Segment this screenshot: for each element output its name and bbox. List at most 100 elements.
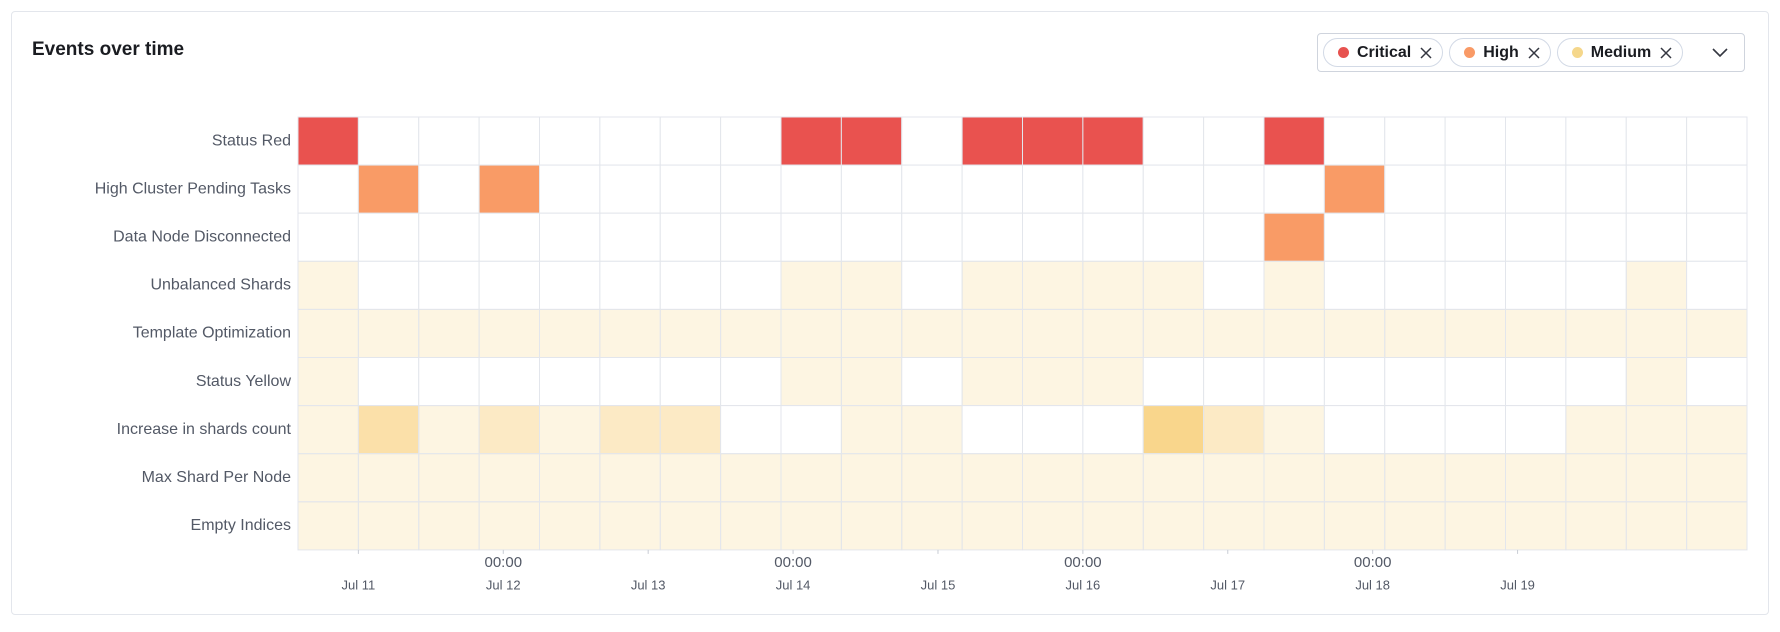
x-tick-label: Jul 11 <box>342 577 376 592</box>
heatmap-cell <box>1384 260 1446 310</box>
heatmap-cell <box>780 453 842 503</box>
heatmap-cell <box>1444 164 1506 214</box>
heatmap-cell <box>1323 260 1386 310</box>
heatmap-cell <box>1505 501 1567 551</box>
heatmap-cell <box>840 405 903 455</box>
legend-chip[interactable]: Medium <box>1556 38 1684 67</box>
heatmap-cell <box>478 405 540 455</box>
heatmap-cell <box>1142 405 1205 455</box>
heatmap-cell <box>539 116 601 166</box>
legend-dot <box>1338 47 1349 58</box>
remove-icon[interactable] <box>1527 46 1541 60</box>
legend-label: Medium <box>1590 43 1652 61</box>
heatmap-cell <box>1142 501 1205 551</box>
heatmap-cell <box>297 164 359 214</box>
heatmap-cell <box>539 308 601 358</box>
heatmap-cell <box>720 260 782 310</box>
heatmap-cell <box>1505 357 1567 407</box>
heatmap-cell <box>539 405 601 455</box>
heatmap-cell <box>961 405 1023 455</box>
remove-icon[interactable] <box>1419 46 1433 60</box>
heatmap-cell <box>1022 308 1084 358</box>
heatmap-cell <box>1022 501 1084 551</box>
heatmap-cell <box>840 501 903 551</box>
heatmap-cell <box>961 164 1023 214</box>
heatmap-cell <box>901 260 963 310</box>
heatmap-cell <box>1323 116 1386 166</box>
heatmap-cell <box>1384 501 1446 551</box>
heatmap-cell <box>1323 405 1386 455</box>
heatmap-cell <box>840 308 903 358</box>
heatmap-cell <box>1203 116 1265 166</box>
heatmap-cell <box>599 308 661 358</box>
heatmap-cell <box>1022 357 1084 407</box>
heatmap-cell <box>780 164 842 214</box>
heatmap-cell <box>1625 260 1688 310</box>
heatmap-cell <box>720 405 782 455</box>
heatmap-cell <box>1323 453 1386 503</box>
heatmap-cell <box>961 116 1023 166</box>
heatmap-cell <box>840 260 903 310</box>
heatmap-cell <box>1384 357 1446 407</box>
heatmap-cell <box>418 260 480 310</box>
heatmap-cell <box>418 501 480 551</box>
heatmap-cell <box>1686 501 1748 551</box>
heatmap-cell <box>1686 405 1748 455</box>
heatmap-cell <box>1565 501 1627 551</box>
x-tick-label: Jul 19 <box>1500 577 1535 592</box>
x-tick-label: Jul 17 <box>1210 577 1245 592</box>
heatmap-cell <box>1565 116 1627 166</box>
heatmap-cell <box>1686 308 1748 358</box>
heatmap-cell <box>1263 453 1325 503</box>
heatmap-cell <box>1384 116 1446 166</box>
heatmap-cell <box>599 116 661 166</box>
x-time-label: 00:00 <box>1064 554 1102 571</box>
heatmap-cell <box>357 260 420 310</box>
heatmap-cell <box>1625 501 1688 551</box>
x-tick-label: Jul 12 <box>486 577 521 592</box>
heatmap-cell <box>1444 405 1506 455</box>
heatmap-cell <box>1082 212 1144 262</box>
heatmap-cell <box>720 501 782 551</box>
legend-chip[interactable]: High <box>1449 38 1551 67</box>
row-label: Empty Indices <box>191 517 291 534</box>
legend-dot <box>1464 47 1476 58</box>
heatmap-cell <box>478 501 540 551</box>
heatmap-cell <box>1022 164 1084 214</box>
heatmap-cell <box>1263 501 1325 551</box>
heatmap-cell <box>1686 453 1748 503</box>
x-tick-label: Jul 16 <box>1066 577 1101 592</box>
heatmap-cell <box>659 212 722 262</box>
heatmap-cell <box>1625 405 1688 455</box>
heatmap-cell <box>1444 357 1506 407</box>
heatmap-cell <box>1384 405 1446 455</box>
x-time-label: 00:00 <box>1354 554 1392 571</box>
legend-chip[interactable]: Critical <box>1323 38 1444 67</box>
heatmap-cell <box>418 308 480 358</box>
remove-icon[interactable] <box>1659 46 1673 60</box>
heatmap-cell <box>1565 405 1627 455</box>
legend: Critical High Medium <box>1317 33 1745 72</box>
heatmap-cell <box>1082 164 1144 214</box>
heatmap-cell <box>418 164 480 214</box>
heatmap-cell <box>1384 308 1446 358</box>
row-label: Max Shard Per Node <box>142 469 292 486</box>
heatmap-cell <box>1505 116 1567 166</box>
heatmap-cell <box>1263 212 1325 262</box>
heatmap-cell <box>599 164 661 214</box>
dropdown-chevron[interactable] <box>1710 43 1730 63</box>
heatmap-cell <box>720 212 782 262</box>
heatmap-cell <box>1203 260 1265 310</box>
heatmap-cell <box>1505 260 1567 310</box>
heatmap-cell <box>297 405 359 455</box>
heatmap-cell <box>1323 308 1386 358</box>
heatmap-cell <box>1323 357 1386 407</box>
heatmap-cell <box>720 164 782 214</box>
heatmap-cell <box>357 453 420 503</box>
heatmap-cell <box>840 357 903 407</box>
heatmap-cell <box>599 357 661 407</box>
heatmap-cell <box>1203 357 1265 407</box>
heatmap-cell <box>1444 501 1506 551</box>
